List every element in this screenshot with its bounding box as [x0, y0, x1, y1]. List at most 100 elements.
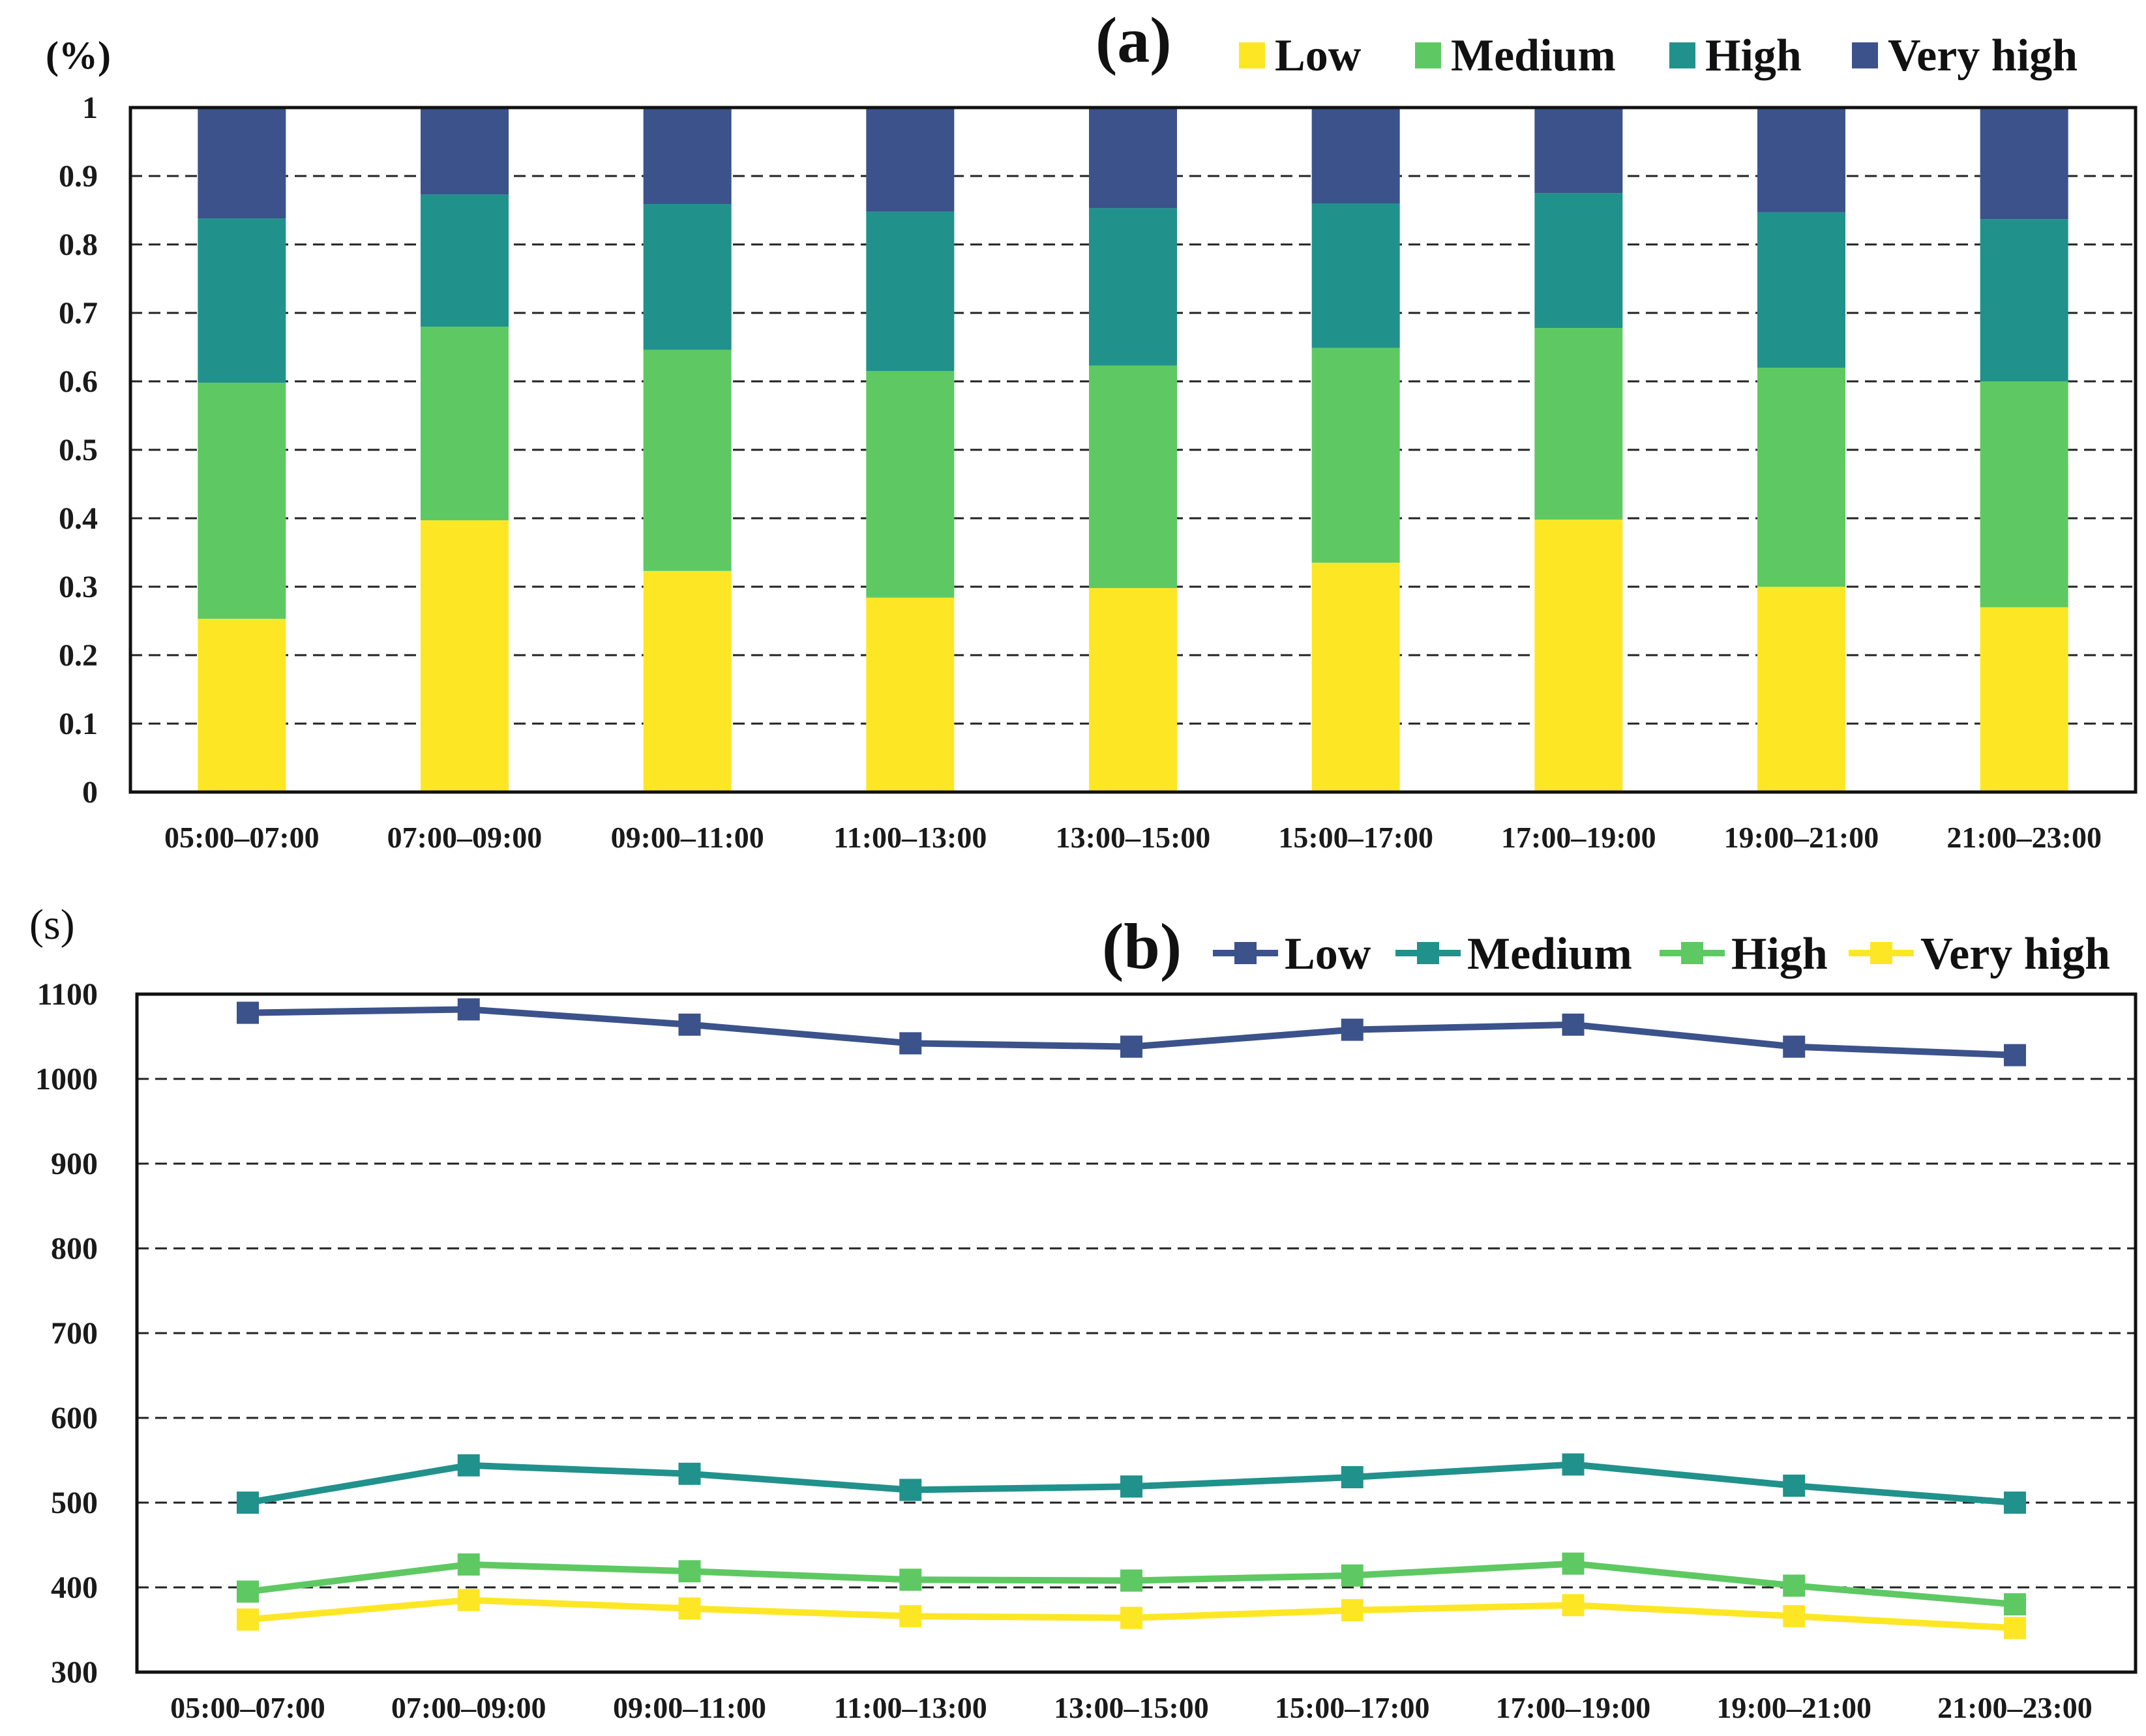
- panel-b-legend: Low Medium High Very high: [1213, 929, 2110, 979]
- bar-segment-medium: [1757, 368, 1845, 587]
- series-point-medium: [1341, 1466, 1364, 1488]
- panel-a-plot-frame: [128, 106, 2138, 794]
- bar-segment-low: [198, 619, 286, 792]
- panel-a-y-tick-label: 0.4: [59, 501, 98, 536]
- panel-b-plot-frame: [135, 992, 2138, 1674]
- panel-b-x-tick-label: 11:00–13:00: [834, 1691, 987, 1724]
- bar-segment-high: [1757, 212, 1845, 368]
- bar-segment-very-high: [421, 108, 509, 195]
- bar-segment-very-high: [1980, 108, 2068, 220]
- panel-b-x-tick-label: 05:00–07:00: [170, 1691, 325, 1724]
- panel-a-y-tick-label: 0.1: [59, 707, 98, 741]
- panel-b-x-tick-label: 07:00–09:00: [391, 1691, 546, 1724]
- bar-segment-medium: [643, 349, 732, 571]
- series-point-low: [899, 1032, 922, 1055]
- panel-b-y-tick-label: 700: [51, 1316, 98, 1351]
- series-point-very-high: [1562, 1594, 1585, 1617]
- series-point-high: [1341, 1564, 1364, 1587]
- bar-segment-medium: [1311, 347, 1400, 563]
- series-point-high: [1120, 1569, 1142, 1592]
- bar-segment-high: [421, 194, 509, 327]
- panel-b-y-tick-label: 600: [51, 1401, 98, 1435]
- bar-segment-medium: [866, 371, 955, 598]
- bar-segment-very-high: [1311, 108, 1400, 203]
- series-point-high: [899, 1568, 922, 1591]
- panel-b-y-tick-label: 400: [51, 1570, 98, 1605]
- panel-b-y-tick-label: 900: [51, 1147, 98, 1181]
- bar-segment-medium: [1980, 381, 2068, 608]
- series-point-very-high: [1341, 1599, 1364, 1622]
- panel-b-x-tick-label: 09:00–11:00: [613, 1691, 766, 1724]
- series-point-high: [1783, 1574, 1806, 1597]
- series-point-medium: [2004, 1492, 2026, 1514]
- bar-segment-high: [1311, 203, 1400, 348]
- panel-a-x-tick-label: 21:00–23:00: [1946, 821, 2102, 854]
- series-point-very-high: [1120, 1606, 1142, 1629]
- panel-a-x-tick-label: 15:00–17:00: [1278, 821, 1433, 854]
- panel-b-y-tick-label: 300: [51, 1655, 98, 1690]
- series-point-high: [1562, 1552, 1585, 1575]
- series-point-very-high: [2004, 1617, 2026, 1640]
- panel-a-x-tick-label: 07:00–09:00: [387, 821, 543, 854]
- bar-segment-high: [643, 204, 732, 350]
- panel-a-x-tick-label: 17:00–19:00: [1501, 821, 1656, 854]
- series-point-very-high: [457, 1589, 480, 1611]
- legend-label-low: Low: [1275, 31, 1362, 81]
- legend-label-high: High: [1731, 929, 1828, 979]
- panel-a-legend: Low Medium High Very high: [1239, 31, 2078, 81]
- bar-segment-low: [1089, 588, 1177, 792]
- bar-segment-very-high: [643, 108, 732, 205]
- series-point-medium: [1783, 1475, 1806, 1497]
- bar-segment-medium: [1534, 328, 1623, 520]
- panel-b-x-tick-label: 15:00–17:00: [1275, 1691, 1430, 1724]
- panel-b-y-tick-label: 1000: [35, 1062, 98, 1096]
- bar-segment-medium: [1089, 365, 1177, 589]
- bar-segment-medium: [421, 327, 509, 521]
- panel-b-x-tick-label: 17:00–19:00: [1496, 1691, 1651, 1724]
- bar-segment-low: [1534, 520, 1623, 792]
- panel-a-y-tick-label: 0.9: [59, 159, 98, 194]
- bar-segment-low: [866, 597, 955, 792]
- series-point-very-high: [678, 1597, 701, 1620]
- series-point-very-high: [899, 1605, 922, 1628]
- legend-swatch-medium: [1415, 42, 1441, 68]
- legend-marker-very-high: [1870, 942, 1892, 964]
- legend-marker-low: [1234, 942, 1257, 964]
- bar-segment-high: [1534, 193, 1623, 329]
- bar-segment-low: [421, 520, 509, 792]
- series-point-medium: [1562, 1453, 1585, 1476]
- legend-marker-high: [1681, 942, 1703, 964]
- legend-swatch-very-high: [1852, 42, 1878, 68]
- legend-label-medium: Medium: [1451, 31, 1616, 81]
- series-point-high: [237, 1580, 259, 1603]
- series-point-low: [2004, 1044, 2026, 1067]
- panel-a-label: (a): [1095, 4, 1172, 76]
- bar-segment-very-high: [1534, 108, 1623, 194]
- legend-label-very-high: Very high: [1888, 31, 2078, 81]
- bar-segment-low: [1311, 563, 1400, 792]
- legend-swatch-high: [1669, 42, 1695, 68]
- bar-segment-high: [1980, 219, 2068, 381]
- panel-b-y-tick-label: 1100: [37, 977, 98, 1012]
- panel-b-x-tick-label: 19:00–21:00: [1716, 1691, 1871, 1724]
- panel-b-y-tick-label: 500: [51, 1486, 98, 1520]
- panel-a-y-tick-label: 0.6: [59, 364, 98, 399]
- series-point-medium: [457, 1454, 480, 1477]
- series-point-low: [678, 1013, 701, 1036]
- legend-label-high: High: [1705, 31, 1802, 81]
- series-point-high: [2004, 1593, 2026, 1615]
- panel-a-y-tick-label: 0.5: [59, 433, 98, 467]
- panel-a-y-tick-label: 0.3: [59, 570, 98, 604]
- bar-segment-very-high: [866, 108, 955, 212]
- legend-label-medium: Medium: [1467, 929, 1632, 979]
- panel-a-stacked-bar-chart: 0 0.1 0.2 0.3 0.4 0.5 0.6 0.7 0.8 0.9 1 05:00–07:0…: [46, 4, 2138, 854]
- panel-b-y-unit: (s): [29, 901, 75, 949]
- bar-segment-medium: [198, 383, 286, 619]
- panel-a-x-tick-label: 19:00–21:00: [1724, 821, 1879, 854]
- series-point-high: [457, 1553, 480, 1576]
- panel-b-line-chart: 300 400 500 600 700 800 900 1000 1100 05:00–07:0…: [29, 901, 2138, 1724]
- legend-swatch-low: [1239, 42, 1265, 68]
- bar-segment-very-high: [198, 108, 286, 219]
- series-point-medium: [899, 1479, 922, 1501]
- bar-segment-low: [643, 570, 732, 792]
